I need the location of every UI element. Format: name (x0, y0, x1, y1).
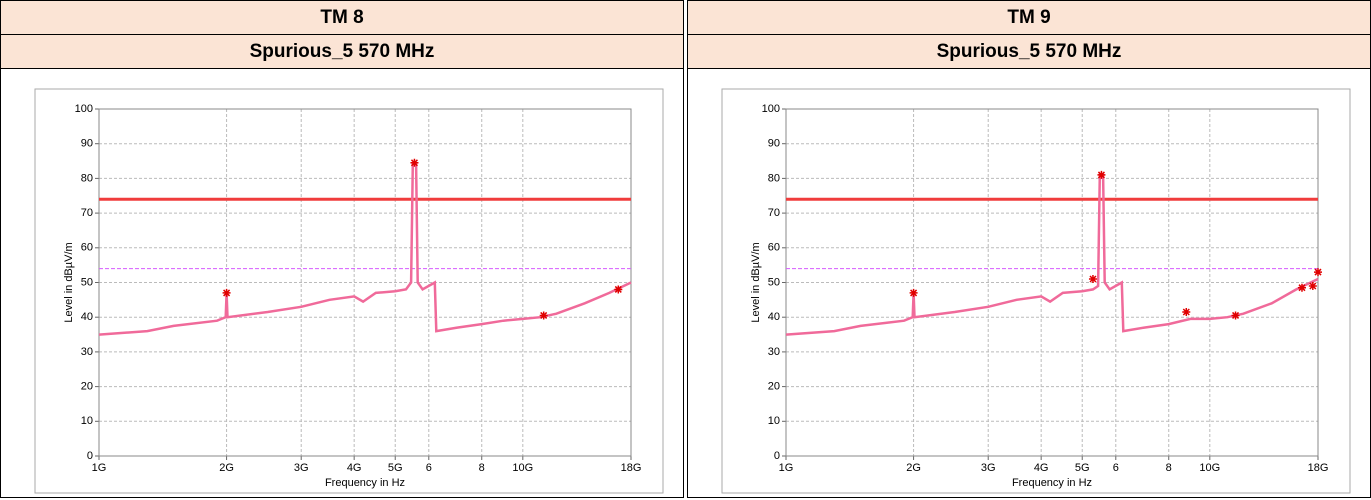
chart: 0 10 20 30 40 50 60 70 80 90 100 1G 2G 3G 4G 5G 6 8 10G 18G… (721, 88, 1351, 494)
x-tick-label: 1G (779, 462, 794, 474)
chart-frame (34, 88, 664, 494)
column-subtitle: Spurious_5 570 MHz (688, 35, 1370, 69)
x-tick-label: 6 (426, 462, 432, 474)
y-tick-label: 80 (81, 172, 93, 184)
peak-marker (1231, 311, 1240, 320)
table-column: TM 9 Spurious_5 570 MHz 0 10 20 30 40 50 60 70 8… (687, 0, 1371, 498)
column-subtitle: Spurious_5 570 MHz (1, 35, 683, 69)
x-tick-label: 18G (1308, 462, 1329, 474)
x-tick-label: 8 (1166, 462, 1172, 474)
x-tick-label: 3G (294, 462, 309, 474)
y-tick-label: 100 (75, 103, 93, 115)
x-tick-label: 3G (981, 462, 996, 474)
column-title: TM 8 (1, 1, 683, 35)
peak-marker (1308, 281, 1317, 290)
peak-marker (1097, 170, 1106, 179)
x-tick-label: 8 (479, 462, 485, 474)
y-tick-label: 60 (768, 242, 780, 254)
x-tick-label: 5G (1075, 462, 1090, 474)
x-tick-label: 10G (512, 462, 533, 474)
x-tick-label: 5G (388, 462, 403, 474)
chart: 0 10 20 30 40 50 60 70 80 90 100 1G 2G 3G 4G 5G 6 8 10G 18G… (34, 88, 664, 494)
peak-marker (222, 288, 231, 297)
peak-marker (1088, 275, 1097, 284)
plot-border (785, 108, 1319, 457)
peak-marker (410, 158, 419, 167)
y-tick-label: 100 (762, 103, 780, 115)
x-axis-label: Frequency in Hz (325, 477, 405, 489)
y-tick-label: 0 (774, 450, 780, 462)
column-title: TM 9 (688, 1, 1370, 35)
y-tick-label: 20 (81, 381, 93, 393)
peak-marker (539, 311, 548, 320)
y-tick-label: 80 (768, 172, 780, 184)
y-tick-label: 40 (81, 311, 93, 323)
x-tick-label: 4G (347, 462, 362, 474)
y-tick-label: 60 (81, 242, 93, 254)
y-tick-label: 20 (768, 381, 780, 393)
chart-frame (721, 88, 1351, 494)
peak-marker (909, 288, 918, 297)
y-axis-label: Level in dBµV/m (750, 242, 762, 322)
y-tick-label: 0 (87, 450, 93, 462)
x-tick-label: 10G (1199, 462, 1220, 474)
x-axis-label: Frequency in Hz (1012, 477, 1092, 489)
peak-marker (1182, 307, 1191, 316)
y-tick-label: 50 (81, 276, 93, 288)
x-tick-label: 18G (621, 462, 642, 474)
peak-marker (1314, 268, 1322, 277)
y-axis-label: Level in dBµV/m (63, 242, 75, 322)
x-tick-label: 4G (1034, 462, 1049, 474)
y-tick-label: 90 (768, 138, 780, 150)
x-tick-label: 6 (1113, 462, 1119, 474)
y-tick-label: 30 (768, 346, 780, 358)
y-tick-label: 70 (81, 207, 93, 219)
y-tick-label: 70 (768, 207, 780, 219)
x-tick-label: 2G (219, 462, 234, 474)
y-tick-label: 10 (768, 415, 780, 427)
y-tick-label: 50 (768, 276, 780, 288)
x-tick-label: 1G (92, 462, 107, 474)
y-tick-label: 30 (81, 346, 93, 358)
y-tick-label: 10 (81, 415, 93, 427)
peak-marker (614, 285, 623, 294)
peak-marker (1297, 283, 1306, 292)
y-tick-label: 90 (81, 138, 93, 150)
y-tick-label: 40 (768, 311, 780, 323)
table-column: TM 8 Spurious_5 570 MHz 0 10 20 30 40 50 60 70 8… (0, 0, 684, 498)
x-tick-label: 2G (906, 462, 921, 474)
